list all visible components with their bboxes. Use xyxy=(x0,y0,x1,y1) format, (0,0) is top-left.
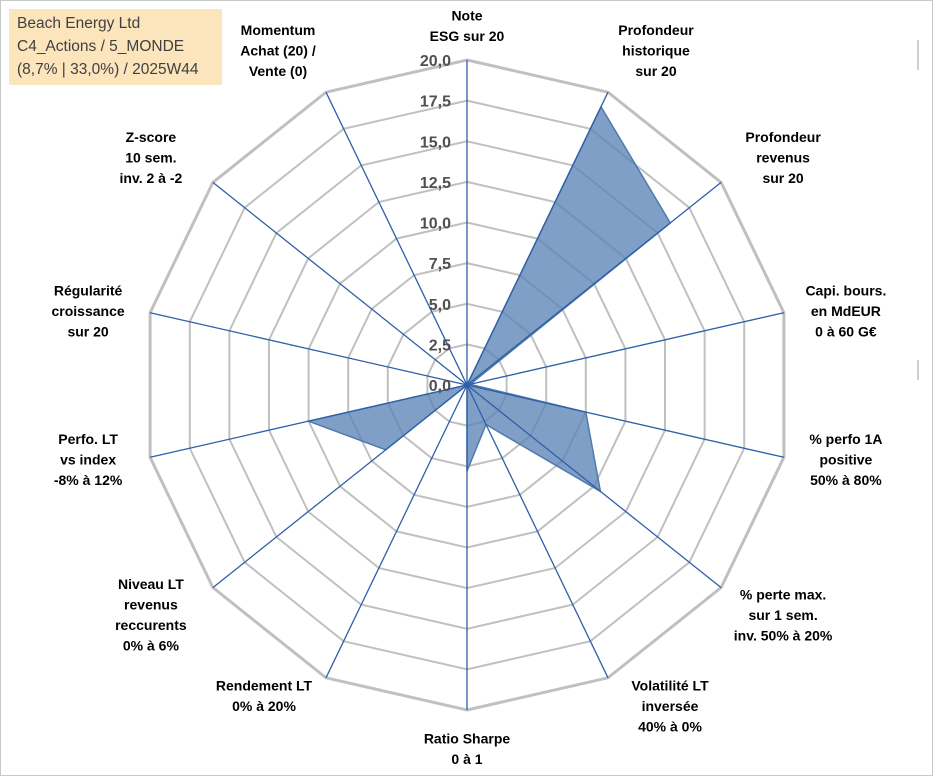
axis-spoke xyxy=(466,384,609,679)
axis-spoke xyxy=(466,384,722,589)
tick-label: 5,0 xyxy=(429,297,451,314)
title-line-period: (8,7% | 33,0%) / 2025W44 xyxy=(17,61,199,78)
tick-label: 17,5 xyxy=(420,94,451,111)
axis-label-line: Rendement LT xyxy=(216,678,313,694)
axis-label-line: -8% à 12% xyxy=(54,472,123,488)
axis-label-line: % perte max. xyxy=(740,586,826,602)
axis-label: % perte max. sur 1 sem. inv. 50% à 20% xyxy=(734,586,833,643)
axis-label-line: Note xyxy=(451,8,482,24)
axis-label-line: inversée xyxy=(642,698,699,714)
axis-label-line: 0 à 60 G€ xyxy=(815,324,877,340)
axis-spoke xyxy=(466,91,609,386)
axis-label: Profondeur historique sur 20 xyxy=(618,22,694,79)
axis-spoke xyxy=(466,181,722,386)
axis-label-line: Niveau LT xyxy=(118,576,184,592)
axis-label: Profondeur revenus sur 20 xyxy=(745,129,821,186)
axis-label-line: Momentum xyxy=(241,22,316,38)
axis-label-line: Z-score xyxy=(126,129,177,145)
axis-label: Momentum Achat (20) / Vente (0) xyxy=(240,22,316,79)
axis-label-line: Capi. bours. xyxy=(805,283,886,299)
axis-label: Rendement LT 0% à 20% xyxy=(216,678,313,715)
axis-label-line: Vente (0) xyxy=(249,63,307,79)
axis-label-line: 0 à 1 xyxy=(451,751,482,767)
axis-label: Régularité croissance sur 20 xyxy=(52,283,125,340)
series-area xyxy=(305,105,672,493)
axis-label-line: 10 sem. xyxy=(125,150,176,166)
title-box: Beach Energy Ltd C4_Actions / 5_MONDE (8… xyxy=(9,9,222,85)
axis-label-line: Profondeur xyxy=(618,22,694,38)
tick-label: 15,0 xyxy=(420,134,451,151)
axis-label: Perfo. LT vs index -8% à 12% xyxy=(54,431,123,488)
axis-label-line: reccurents xyxy=(115,617,187,633)
axis-label-line: Perfo. LT xyxy=(58,431,118,447)
axis-label-line: sur 1 sem. xyxy=(748,607,817,623)
axis-spoke xyxy=(325,384,468,679)
tick-label: 7,5 xyxy=(429,256,451,273)
axis-label-line: 0% à 6% xyxy=(123,638,180,654)
axis-label-line: sur 20 xyxy=(762,170,803,186)
axis-spoke xyxy=(212,384,468,589)
axis-label-line: revenus xyxy=(756,150,810,166)
axis-label-line: 50% à 80% xyxy=(810,472,882,488)
axis-label-line: Achat (20) / xyxy=(240,43,316,59)
axis-label-line: inv. 50% à 20% xyxy=(734,627,833,643)
axis-label-line: revenus xyxy=(124,597,178,613)
axis-label-line: croissance xyxy=(52,303,125,319)
axis-label: Z-score 10 sem. inv. 2 à -2 xyxy=(120,129,183,186)
axis-spoke xyxy=(212,181,468,386)
radar-axis-labels: Note ESG sur 20 Profondeur historique sur 20… xyxy=(52,8,887,768)
axis-label-line: inv. 2 à -2 xyxy=(120,170,183,186)
axis-label-line: vs index xyxy=(60,451,116,467)
axis-label-line: en MdEUR xyxy=(811,303,881,319)
axis-spoke xyxy=(149,384,468,458)
axis-label-line: 40% à 0% xyxy=(638,719,702,735)
axis-label-line: ESG sur 20 xyxy=(430,28,505,44)
scroll-mark-middle xyxy=(917,360,919,380)
tick-label: 0,0 xyxy=(429,378,451,395)
axis-label: Ratio Sharpe 0 à 1 xyxy=(424,731,511,768)
axis-label: Capi. bours. en MdEUR 0 à 60 G€ xyxy=(805,283,886,340)
axis-label-line: Volatilité LT xyxy=(631,678,709,694)
axis-spoke xyxy=(466,312,785,386)
axis-spoke xyxy=(466,384,785,458)
axis-label-line: positive xyxy=(819,451,872,467)
tick-label: 20,0 xyxy=(420,53,451,70)
axis-label-line: % perfo 1A xyxy=(809,431,882,447)
title-line-category: C4_Actions / 5_MONDE xyxy=(17,38,185,55)
axis-label-line: sur 20 xyxy=(635,63,676,79)
scroll-mark-top xyxy=(917,40,919,70)
tick-label: 10,0 xyxy=(420,216,451,233)
tick-label: 12,5 xyxy=(420,175,451,192)
title-line-company: Beach Energy Ltd xyxy=(17,15,141,32)
axis-label: % perfo 1A positive 50% à 80% xyxy=(809,431,882,488)
axis-label-line: Ratio Sharpe xyxy=(424,731,511,747)
axis-label: Note ESG sur 20 xyxy=(430,8,505,45)
axis-label-line: historique xyxy=(622,43,690,59)
axis-label-line: Profondeur xyxy=(745,129,821,145)
axis-spoke xyxy=(325,91,468,386)
axis-label: Niveau LT revenus reccurents 0% à 6% xyxy=(115,576,187,654)
radar-tick-labels: 0,0 2,5 5,0 7,5 10,0 12,5 15,0 17,5 20,0 xyxy=(420,53,451,395)
axis-label-line: 0% à 20% xyxy=(232,698,296,714)
tick-label: 2,5 xyxy=(429,337,451,354)
axis-label: Volatilité LT inversée 40% à 0% xyxy=(631,678,709,735)
axis-label-line: sur 20 xyxy=(67,324,108,340)
axis-spoke xyxy=(149,312,468,386)
axis-label-line: Régularité xyxy=(54,283,123,299)
radar-spokes xyxy=(149,60,785,710)
